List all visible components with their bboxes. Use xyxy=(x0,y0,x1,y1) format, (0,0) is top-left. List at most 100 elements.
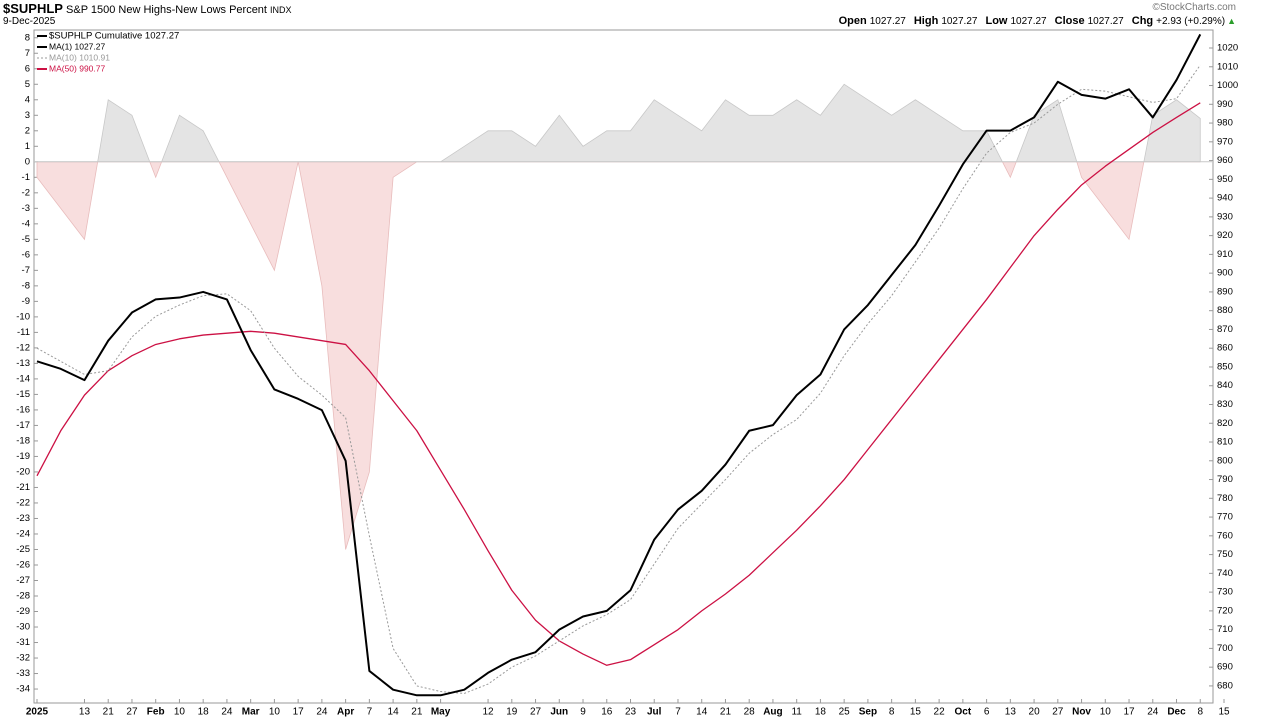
y2-tick-label: 930 xyxy=(1217,211,1233,222)
change-label: Chg xyxy=(1131,15,1154,27)
y-tick-label: -20 xyxy=(16,466,30,477)
x-tick-label: 8 xyxy=(889,707,895,718)
quote-value: 1027.27 xyxy=(941,16,978,27)
y-tick-label: 7 xyxy=(25,48,30,59)
y-tick-label: 2 xyxy=(25,125,30,136)
x-tick-label: 9 xyxy=(580,707,586,718)
x-tick-label: 2025 xyxy=(26,707,49,718)
title: S&P 1500 New Highs-New Lows Percent xyxy=(66,4,267,16)
y-tick-label: -11 xyxy=(17,327,30,338)
y-tick-label: 3 xyxy=(25,110,30,121)
y2-tick-label: 950 xyxy=(1217,174,1233,185)
x-tick-label: 25 xyxy=(839,707,851,718)
symbol: $SUPHLP xyxy=(3,1,63,16)
y2-tick-label: 990 xyxy=(1217,99,1233,110)
histogram-positive xyxy=(36,83,1201,162)
x-tick-label: 21 xyxy=(411,707,423,718)
x-tick-label: 21 xyxy=(720,707,732,718)
y2-tick-label: 750 xyxy=(1217,549,1233,560)
x-tick-label: Mar xyxy=(242,707,260,718)
y2-tick-label: 980 xyxy=(1217,118,1233,129)
x-tick-label: 23 xyxy=(625,707,637,718)
x-tick-label: Jul xyxy=(647,707,662,718)
y2-tick-label: 820 xyxy=(1217,418,1233,429)
y-tick-label: -6 xyxy=(22,249,30,260)
x-tick-label: 11 xyxy=(791,707,802,718)
x-tick-label: Oct xyxy=(955,707,972,718)
x-tick-label: 27 xyxy=(530,707,542,718)
y-tick-label: 6 xyxy=(25,63,30,74)
quote-value: 1027.27 xyxy=(1087,16,1124,27)
y2-tick-label: 720 xyxy=(1217,605,1233,616)
y2-tick-label: 690 xyxy=(1217,662,1233,673)
x-tick-label: 28 xyxy=(744,707,756,718)
y-tick-label: -5 xyxy=(22,234,30,245)
y-tick-label: -21 xyxy=(16,482,30,493)
x-tick-label: 24 xyxy=(1147,707,1159,718)
y2-tick-label: 1010 xyxy=(1217,61,1238,72)
x-tick-label: 18 xyxy=(198,707,210,718)
quote-label: Low xyxy=(985,15,1008,27)
x-tick-label: 10 xyxy=(174,707,186,718)
change-arrow: ▲ xyxy=(1227,16,1236,26)
y2-tick-label: 770 xyxy=(1217,512,1233,523)
x-tick-label: Apr xyxy=(337,707,354,718)
y2-tick-label: 1000 xyxy=(1217,80,1238,91)
x-tick-label: Sep xyxy=(859,707,877,718)
y-tick-label: 5 xyxy=(25,79,30,90)
change-value: +2.93 (+0.29%) xyxy=(1156,16,1226,27)
y-tick-label: -7 xyxy=(22,265,30,276)
y-tick-label: -1 xyxy=(22,172,30,183)
y2-tick-label: 910 xyxy=(1217,249,1233,260)
y-tick-label: -26 xyxy=(16,560,30,571)
legend-label: MA(10) 1010.91 xyxy=(49,52,110,62)
y-tick-label: 8 xyxy=(25,32,30,43)
y-tick-label: -22 xyxy=(16,497,30,508)
y2-tick-label: 960 xyxy=(1217,155,1233,166)
legend-title: $SUPHLP Cumulative 1027.27 xyxy=(49,31,179,42)
x-tick-label: 27 xyxy=(1052,707,1064,718)
y2-tick-label: 780 xyxy=(1217,493,1233,504)
x-tick-label: 7 xyxy=(675,707,681,718)
y-tick-label: -28 xyxy=(16,591,30,602)
quote-label: High xyxy=(913,15,939,27)
x-tick-label: 14 xyxy=(388,707,400,718)
y2-tick-label: 800 xyxy=(1217,455,1233,466)
y2-tick-label: 730 xyxy=(1217,587,1233,598)
y2-tick-label: 740 xyxy=(1217,568,1233,579)
y2-tick-label: 940 xyxy=(1217,193,1233,204)
y2-tick-label: 830 xyxy=(1217,399,1233,410)
x-tick-label: 10 xyxy=(269,707,281,718)
y-tick-label: -33 xyxy=(16,668,30,679)
legend-label: MA(50) 990.77 xyxy=(49,63,105,73)
y2-tick-label: 1020 xyxy=(1217,43,1238,54)
quote-label: Close xyxy=(1054,15,1085,27)
y-tick-label: 4 xyxy=(25,94,30,105)
x-tick-label: 8 xyxy=(1197,707,1203,718)
y-tick-label: -4 xyxy=(22,218,30,229)
y-tick-label: -23 xyxy=(16,513,30,524)
date: 9-Dec-2025 xyxy=(3,16,56,27)
y2-tick-label: 850 xyxy=(1217,361,1233,372)
y-tick-label: -15 xyxy=(16,389,30,400)
x-tick-label: 14 xyxy=(696,707,708,718)
y-tick-label: -14 xyxy=(16,373,30,384)
y-tick-label: -34 xyxy=(16,684,30,695)
y2-tick-label: 870 xyxy=(1217,324,1233,335)
header-left: $SUPHLP S&P 1500 New Highs-New Lows Perc… xyxy=(3,1,292,16)
series-line xyxy=(36,64,1201,694)
x-tick-label: 16 xyxy=(601,707,613,718)
y-tick-label: -16 xyxy=(16,404,30,415)
y-tick-label: -29 xyxy=(16,606,30,617)
quote: Open 1027.27 High 1027.27 Low 1027.27 Close 102… xyxy=(831,15,1236,27)
y2-tick-label: 920 xyxy=(1217,230,1233,241)
legend-label: MA(1) 1027.27 xyxy=(49,41,105,51)
y-tick-label: -8 xyxy=(22,280,30,291)
y-tick-label: -9 xyxy=(22,296,30,307)
x-tick-label: 19 xyxy=(506,707,518,718)
x-tick-label: May xyxy=(431,707,451,718)
y-tick-label: -12 xyxy=(16,342,30,353)
y-tick-label: -24 xyxy=(16,528,30,539)
y-tick-label: -18 xyxy=(16,435,30,446)
